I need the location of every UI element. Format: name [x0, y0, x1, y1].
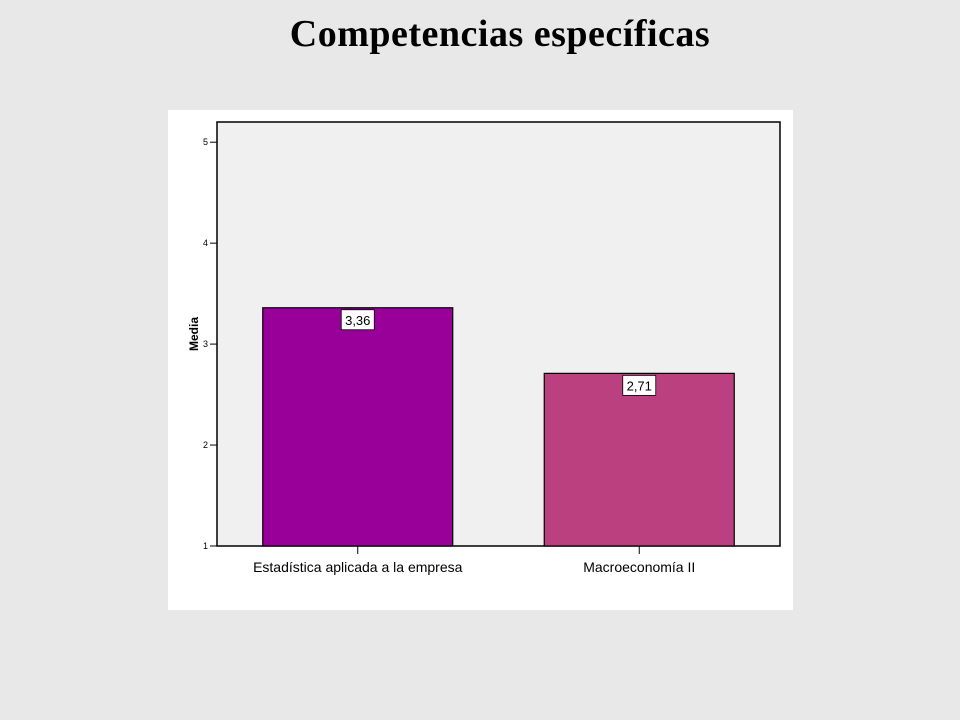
- bar-chart: 1 2 3 4 5 Media 3,36 Estadística aplicada a la …: [187, 121, 781, 575]
- chart-panel: 1 2 3 4 5 Media 3,36 Estadística aplicada a la …: [168, 110, 793, 610]
- bar: [262, 307, 454, 547]
- data-label: 2,71: [627, 378, 652, 393]
- data-label-box: [340, 309, 375, 331]
- data-label: 3,36: [345, 313, 370, 328]
- bar: [543, 372, 735, 547]
- x-tick-label: Macroeconomía II: [583, 559, 695, 575]
- y-tick-label: 3: [203, 339, 208, 349]
- y-tick-label: 4: [203, 238, 208, 248]
- y-tick-label: 1: [203, 541, 208, 551]
- slide-title: Competencias específicas: [289, 13, 711, 55]
- y-tick-label: 5: [203, 137, 208, 147]
- x-tick-label: Estadística aplicada a la empresa: [253, 559, 463, 575]
- data-label-box: [622, 374, 657, 396]
- y-tick-label: 2: [203, 440, 208, 450]
- y-axis-title: Media: [187, 317, 201, 351]
